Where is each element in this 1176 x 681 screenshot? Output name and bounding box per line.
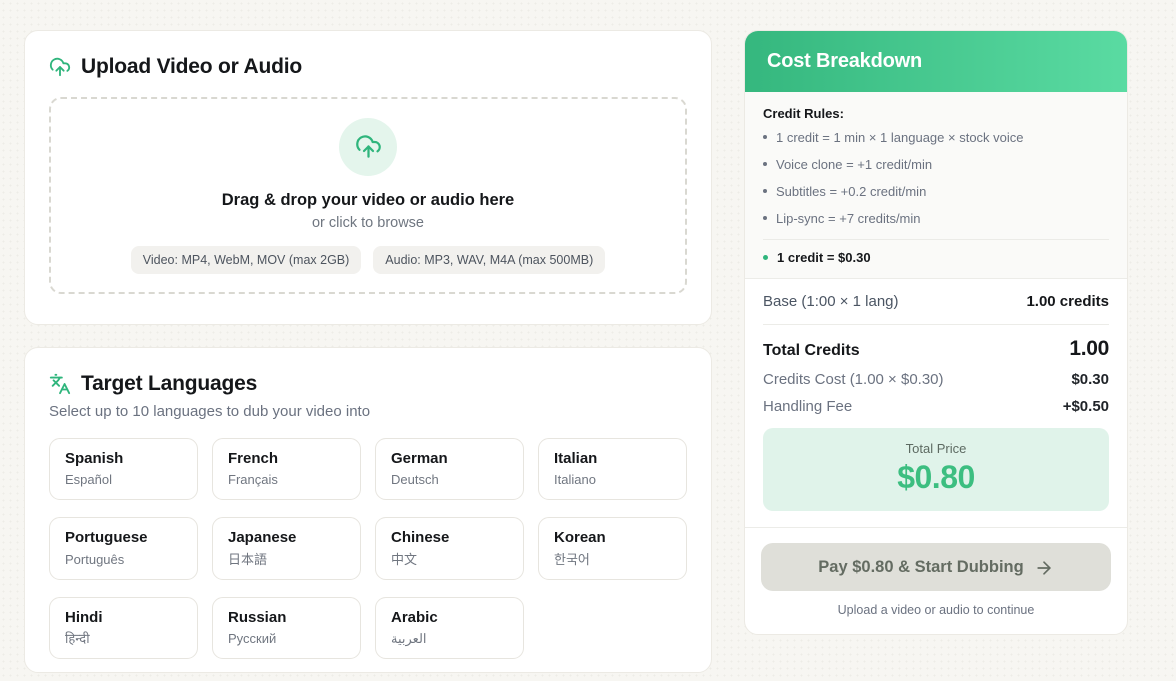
dropzone-subtitle: or click to browse [311,214,424,231]
credit-rule-item: Subtitles = +0.2 credit/min [763,183,1109,202]
credits-cost-row: Credits Cost (1.00 × $0.30) $0.30 [763,371,1109,388]
credit-rules-section: Credit Rules: 1 credit = 1 min × 1 langu… [745,92,1127,280]
green-bullet-dot [763,255,768,261]
upload-panel-header: Upload Video or Audio [49,55,687,79]
cloud-upload-icon [49,56,71,78]
credit-rule-item: 1 credit = 1 min × 1 language × stock vo… [763,129,1109,148]
credits-cost-label: Credits Cost (1.00 × $0.30) [763,371,944,389]
credit-rules-title: Credit Rules: [763,106,844,121]
language-name: Korean [554,529,606,547]
target-languages-header: Target Languages [49,372,687,396]
language-name: Spanish [65,450,124,467]
language-native-name: العربية [391,631,427,647]
target-languages-subtitle: Select up to 10 languages to dub your vi… [49,403,371,420]
language-name: French [228,450,279,467]
language-name: Chinese [391,529,450,547]
language-option-japanese[interactable]: Japanese 日本語 [212,517,361,580]
language-name: Russian [228,608,287,626]
dropzone-upload-icon [339,117,397,176]
audio-formats-badge: Audio: MP3, WAV, M4A (max 500MB) [373,245,606,274]
dropzone-format-badges: Video: MP4, WebM, MOV (max 2GB) Audio: M… [130,245,606,274]
credit-rule-item: Lip-sync = +7 credits/min [763,210,1109,229]
pay-start-dubbing-button[interactable]: Pay $0.80 & Start Dubbing [761,543,1111,592]
total-price-label: Total Price [905,441,967,457]
bullet-dot [763,161,767,166]
language-name: German [391,450,448,467]
language-native-name: Português [65,551,125,567]
credit-rule-text: 1 credit = 1 min × 1 language × stock vo… [776,130,1024,145]
cost-summary-section: Base (1:00 × 1 lang) 1.00 credits Total … [745,279,1127,528]
language-name: Portuguese [65,529,148,547]
handling-fee-label: Handling Fee [763,398,853,416]
credit-rule-text: Subtitles = +0.2 credit/min [776,183,927,199]
language-native-name: Italiano [554,472,596,488]
credit-rule-text: Lip-sync = +7 credits/min [776,210,921,226]
credit-rate-text: 1 credit = $0.30 [777,250,871,266]
language-option-russian[interactable]: Russian Русский [212,596,361,660]
left-column: Upload Video or Audio Drag & drop your v… [24,30,712,673]
total-price-value: $0.80 [897,459,975,496]
language-option-french[interactable]: French Français [212,438,361,501]
handling-fee-row: Handling Fee +$0.50 [763,398,1109,415]
language-native-name: 中文 [391,551,418,567]
language-native-name: Français [228,472,278,488]
total-credits-row: Total Credits 1.00 [763,337,1109,361]
translate-languages-icon [49,373,71,395]
language-option-korean[interactable]: Korean 한국어 [538,517,687,580]
total-credits-value: 1.00 [1069,337,1109,361]
language-option-chinese[interactable]: Chinese 中文 [375,517,524,580]
language-option-spanish[interactable]: Spanish Español [49,438,198,501]
language-option-portuguese[interactable]: Portuguese Português [49,517,198,580]
language-native-name: Deutsch [391,472,439,488]
credit-rule-text: Voice clone = +1 credit/min [776,156,933,172]
total-credits-label: Total Credits [763,342,860,360]
handling-fee-value: +$0.50 [1062,398,1109,416]
cost-breakdown-header: Cost Breakdown [745,31,1127,92]
credit-rate-rule: 1 credit = $0.30 [763,250,1109,265]
base-cost-value: 1.00 credits [1026,293,1109,311]
credit-rule-item: Voice clone = +1 credit/min [763,156,1109,175]
arrow-right-icon [1034,558,1054,578]
language-grid: Spanish Español French Français German D… [49,438,687,660]
upload-panel-title: Upload Video or Audio [81,55,302,78]
cost-breakdown-panel: Cost Breakdown Credit Rules: 1 credit = … [744,30,1128,636]
right-column: Cost Breakdown Credit Rules: 1 credit = … [744,30,1128,636]
upload-to-continue-helper: Upload a video or audio to continue [837,603,1035,618]
bullet-dot [763,188,767,193]
credits-cost-value: $0.30 [1071,371,1109,389]
base-cost-label: Base (1:00 × 1 lang) [763,293,899,311]
base-cost-row: Base (1:00 × 1 lang) 1.00 credits [763,293,1109,310]
cost-footer: Pay $0.80 & Start Dubbing Upload a video… [745,527,1127,634]
language-name: Arabic [391,608,438,626]
dropzone-title: Drag & drop your video or audio here [221,190,515,209]
language-option-hindi[interactable]: Hindi हिन्दी [49,596,198,660]
target-languages-panel: Target Languages Select up to 10 languag… [24,347,712,673]
language-option-arabic[interactable]: Arabic العربية [375,596,524,660]
cost-breakdown-title: Cost Breakdown [767,50,923,72]
target-languages-title: Target Languages [81,372,258,395]
rules-divider [763,239,1109,241]
language-native-name: हिन्दी [65,631,90,647]
bullet-dot [763,135,767,139]
upload-panel: Upload Video or Audio Drag & drop your v… [24,30,712,325]
language-native-name: 한국어 [554,551,590,567]
language-option-german[interactable]: German Deutsch [375,438,524,501]
total-price-box: Total Price $0.80 [763,428,1109,512]
language-native-name: Español [65,472,112,488]
upload-dropzone[interactable]: Drag & drop your video or audio here or … [49,97,687,294]
language-native-name: 日本語 [228,551,268,567]
language-name: Hindi [65,608,103,626]
language-name: Japanese [228,529,297,547]
pay-button-label: Pay $0.80 & Start Dubbing [818,557,1024,576]
summary-divider [763,324,1109,326]
language-native-name: Русский [228,631,277,647]
bullet-dot [763,215,767,220]
language-option-italian[interactable]: Italian Italiano [538,438,687,501]
language-name: Italian [554,450,598,467]
video-formats-badge: Video: MP4, WebM, MOV (max 2GB) [130,245,362,274]
